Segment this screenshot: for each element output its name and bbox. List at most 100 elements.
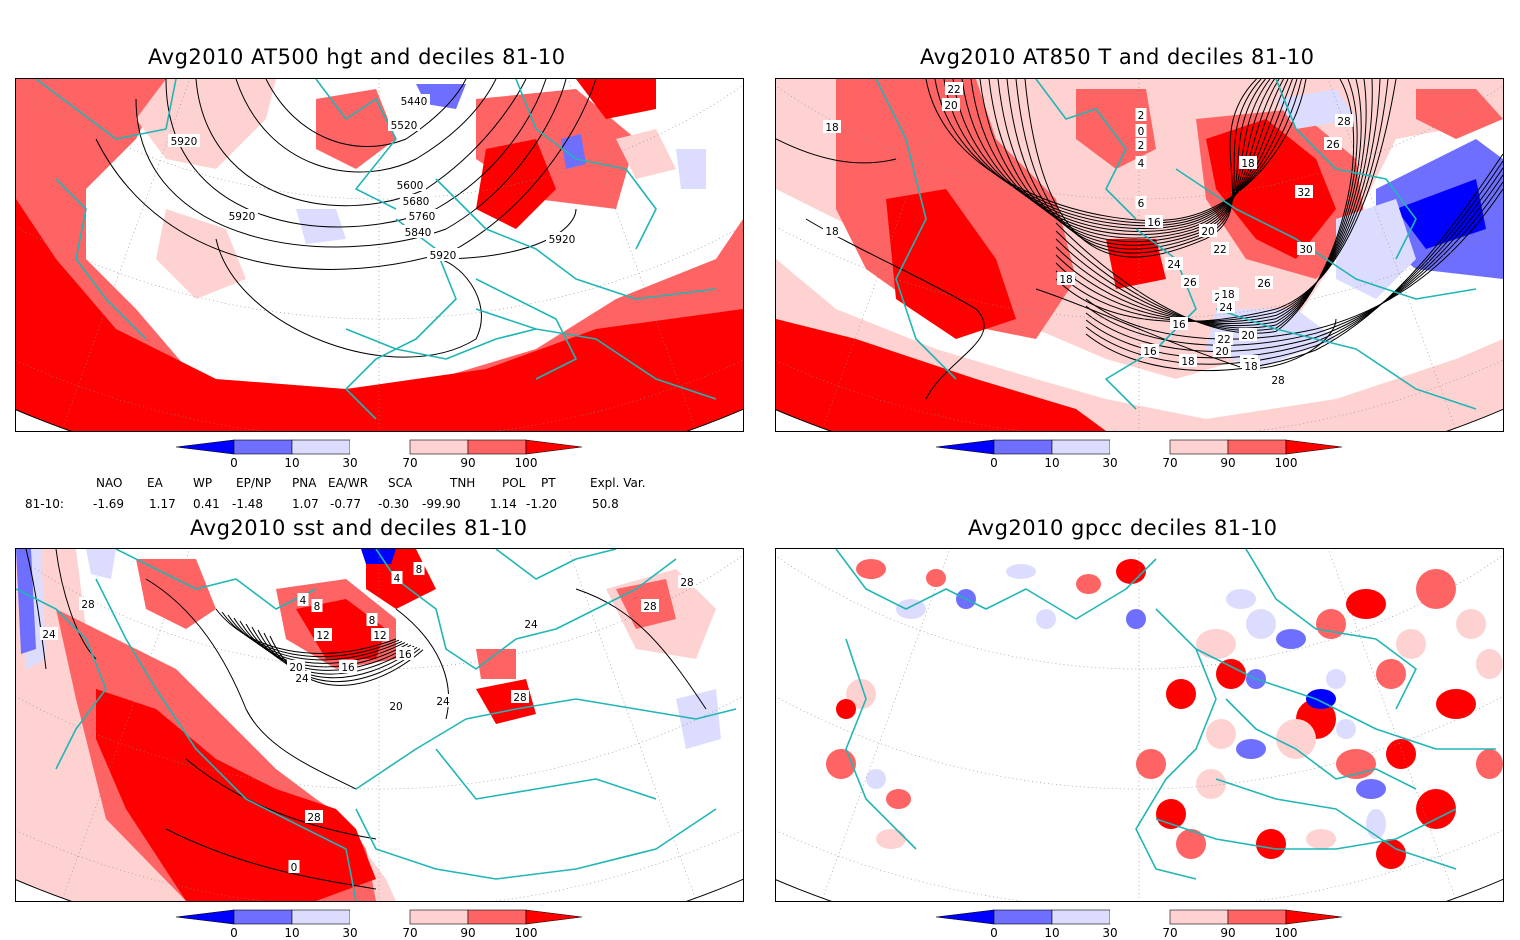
contour-label: 32	[1297, 187, 1310, 199]
contour-group	[95, 79, 597, 358]
contour-line	[1055, 79, 1362, 329]
contour-line	[245, 623, 412, 671]
contour-label-box	[1219, 287, 1237, 300]
precip-decile-patch	[1176, 829, 1206, 859]
contour-label-box	[942, 98, 960, 111]
contour-label-box	[1135, 196, 1147, 209]
precip-decile-patch	[1276, 629, 1306, 649]
decile-90-area	[136, 559, 216, 629]
contour-label: 0	[291, 862, 298, 874]
contour-label: 16	[1143, 346, 1157, 358]
precip-decile-patch	[1366, 809, 1386, 839]
contour-label: 16	[1172, 319, 1186, 331]
decile-100-area	[16, 199, 743, 431]
contour-label: 22	[1213, 244, 1226, 256]
precip-decile-patch	[1456, 609, 1486, 639]
contour-label-box	[1057, 272, 1075, 285]
contour-label: 22	[947, 84, 960, 96]
contour-label: 20	[1241, 330, 1254, 342]
colorbar-segment-70-90	[409, 439, 469, 455]
contour-label-box	[823, 224, 841, 237]
contour-label-box	[1135, 124, 1147, 137]
precip-decile-patch	[1116, 559, 1146, 584]
contour-label-box	[945, 82, 963, 95]
contour-line	[1055, 79, 1373, 325]
colorbar-tick-label: 0	[230, 456, 238, 470]
colorbar-sst: 0 10 30 70 90 100	[175, 909, 583, 940]
contour-label: 26	[1257, 278, 1271, 290]
contour-line	[251, 626, 415, 675]
contour-line	[1085, 153, 1503, 372]
contour-label: 18	[1059, 274, 1072, 286]
contour-label-box	[1335, 114, 1353, 127]
precip-decile-patch	[1376, 839, 1406, 869]
precip-decile-patch	[1376, 659, 1406, 689]
precip-decile-patch	[1006, 564, 1036, 579]
contour-line	[239, 620, 409, 668]
contour-label-box	[400, 194, 432, 207]
contour-line	[55, 549, 97, 660]
contour-line	[265, 79, 467, 147]
precip-decile-patch	[876, 829, 906, 849]
coastline	[355, 808, 717, 880]
contour-label: 18	[1244, 361, 1257, 373]
coastline	[375, 549, 677, 670]
colorbar-gpcc: 0 10 30 70 90 100	[935, 909, 1343, 940]
colorbar-segment-0-10	[993, 909, 1053, 925]
contour-label-box	[546, 232, 578, 245]
contour-label-box	[391, 571, 403, 584]
contour-label-box	[1181, 275, 1199, 288]
contour-label-box	[1199, 224, 1217, 237]
index-value-wp: 0.41	[193, 497, 220, 511]
contour-line	[1024, 79, 1257, 258]
contour-label-box	[297, 593, 309, 606]
colorbar-segment-70-90	[409, 909, 469, 925]
contour-line	[943, 79, 1298, 227]
contour-label-box	[1211, 242, 1229, 255]
contour-label-box	[394, 178, 426, 191]
precip-decile-patch	[1196, 769, 1226, 799]
colorbar-segment-90-100	[467, 439, 527, 455]
contour-label-box	[1165, 257, 1183, 270]
coastline-group	[16, 549, 737, 901]
contour-line	[257, 629, 418, 679]
colorbar-tick-label: 0	[990, 926, 998, 940]
contour-label-box	[1135, 156, 1147, 169]
contour-line	[1055, 79, 1381, 323]
precip-decile-patch	[886, 789, 911, 809]
colorbar-tick-label: 10	[1044, 926, 1059, 940]
contour-label: 8	[314, 601, 321, 613]
index-value-ea: 1.17	[149, 497, 176, 511]
contour-label: 12	[316, 630, 329, 642]
colorbar-segment-below-0	[935, 909, 995, 925]
coastline	[475, 308, 717, 400]
contour-label: 24	[1167, 259, 1181, 271]
contour-line	[979, 79, 1280, 239]
contour-label-box	[1217, 300, 1235, 313]
contour-label-box	[1239, 328, 1257, 341]
contour-label: 28	[1337, 116, 1350, 128]
contour-label: 5920	[171, 136, 198, 148]
colorbar-tick-label: 100	[515, 456, 538, 470]
contour-label: 5600	[397, 180, 424, 192]
index-value-tnh: -99.90	[422, 497, 461, 511]
index-value-pna: 1.07	[292, 497, 319, 511]
colorbar-segment-10-30	[291, 439, 351, 455]
colorbar-segment-30-70	[1110, 910, 1170, 924]
contour-label: 28	[643, 601, 656, 613]
colorbar-segment-70-90	[1169, 439, 1229, 455]
decile-30-area	[676, 149, 706, 189]
map-sst: 28 24 4 8 8 12 12 16 20 24 20 24 16 24 28 28 28 28 0 4 8	[15, 548, 744, 902]
contour-label: 16	[1147, 217, 1161, 229]
coastline	[435, 748, 657, 800]
contour-label: 18	[825, 226, 838, 238]
contour-label: 2	[1138, 110, 1145, 122]
contour-label: 28	[81, 599, 94, 611]
precip-decile-patch	[1196, 629, 1236, 659]
index-header-sca: SCA	[388, 476, 413, 490]
contour-label-box	[1179, 354, 1197, 367]
colorbar-tick-label: 90	[1220, 456, 1235, 470]
contour-line	[1085, 188, 1503, 340]
contour-label: 28	[307, 812, 320, 824]
contour-line	[1055, 79, 1367, 326]
